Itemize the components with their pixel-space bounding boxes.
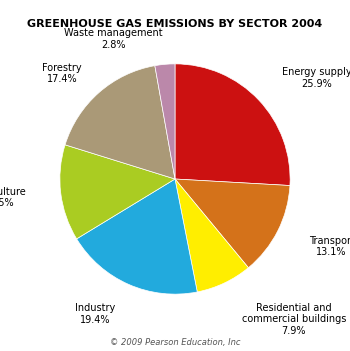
Text: Waste management
2.8%: Waste management 2.8% [64,28,163,50]
Text: Energy supply
25.9%: Energy supply 25.9% [282,67,350,88]
Wedge shape [155,64,175,179]
Text: Transport
13.1%: Transport 13.1% [309,236,350,257]
Wedge shape [60,145,175,239]
Wedge shape [175,179,248,292]
Title: GREENHOUSE GAS EMISSIONS BY SECTOR 2004: GREENHOUSE GAS EMISSIONS BY SECTOR 2004 [27,19,323,29]
Text: Forestry
17.4%: Forestry 17.4% [42,63,82,85]
Wedge shape [65,66,175,179]
Text: Industry
19.4%: Industry 19.4% [75,303,116,325]
Text: Residential and
commercial buildings
7.9%: Residential and commercial buildings 7.9… [241,303,346,336]
Wedge shape [77,179,197,294]
Wedge shape [175,64,290,186]
Text: Agriculture
13.5%: Agriculture 13.5% [0,186,27,208]
Text: © 2009 Pearson Education, Inc: © 2009 Pearson Education, Inc [110,338,240,347]
Wedge shape [175,179,290,268]
